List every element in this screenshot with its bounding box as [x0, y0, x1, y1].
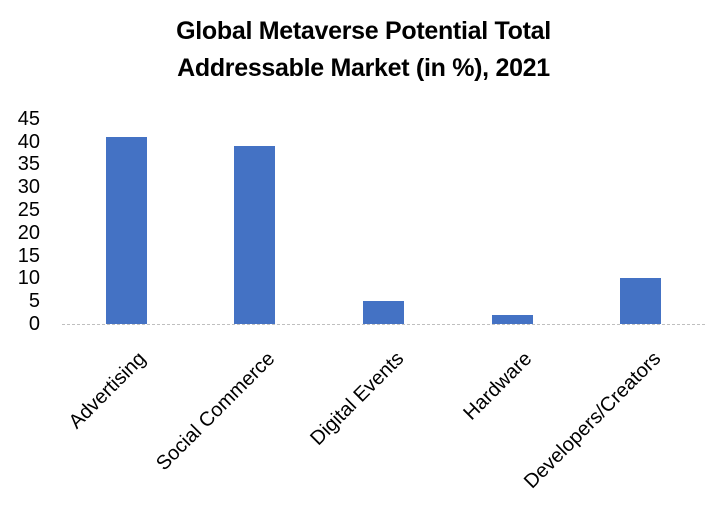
chart-title-line-2: Addressable Market (in %), 2021: [177, 54, 550, 82]
chart-title-line-1: Global Metaverse Potential Total: [176, 17, 551, 45]
y-tick-label-0: 0: [28, 313, 40, 335]
bar-digital-events: [363, 301, 404, 324]
chart-title: Global Metaverse Potential Total Address…: [0, 13, 727, 87]
bar-hardware: [492, 315, 533, 324]
y-tick-label-5: 5: [28, 290, 40, 312]
x-axis-line: [62, 324, 705, 325]
bar-developers-creators: [620, 278, 661, 324]
y-tick-label-30: 30: [17, 176, 40, 198]
y-tick-label-25: 25: [17, 199, 40, 221]
bar-social-commerce: [234, 146, 275, 324]
bar-advertising: [106, 137, 147, 324]
y-tick-label-20: 20: [17, 222, 40, 244]
y-tick-label-45: 45: [17, 108, 40, 130]
y-tick-label-15: 15: [17, 245, 40, 267]
y-tick-label-35: 35: [17, 153, 40, 175]
y-tick-label-10: 10: [17, 267, 40, 289]
y-tick-label-40: 40: [17, 131, 40, 153]
